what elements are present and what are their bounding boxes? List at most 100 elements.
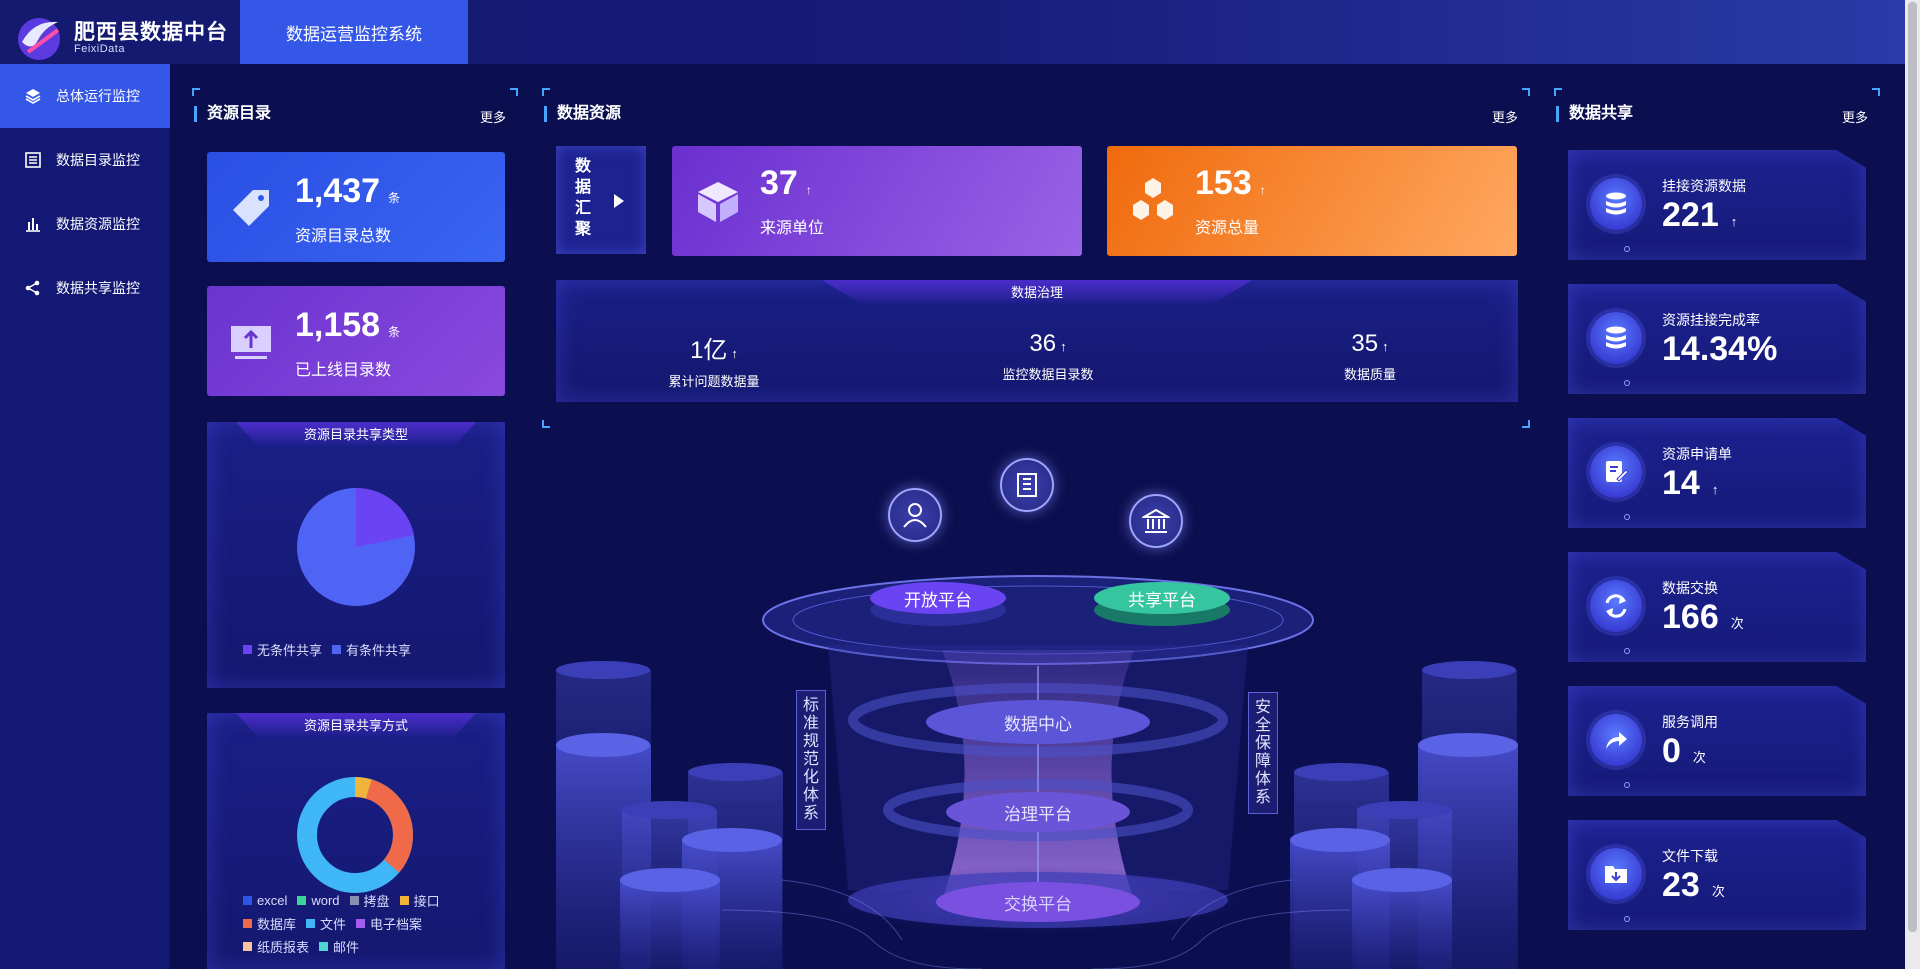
sharing-panel-title: 数据共享 [1556, 106, 1633, 122]
sharing-more-link[interactable]: 更多 [1841, 110, 1868, 125]
brand-title: 肥西县数据中台 [74, 21, 228, 44]
share-card: 文件下载 23 次 [1568, 820, 1866, 930]
share-card: 资源挂接完成率 14.34% [1568, 284, 1866, 394]
corner-decoration [1522, 88, 1530, 96]
share-card-label: 文件下载 [1662, 848, 1718, 864]
share-card-label: 数据交换 [1662, 580, 1718, 596]
database-icon [1590, 178, 1642, 230]
resources-more-link[interactable]: 更多 [1491, 110, 1518, 125]
aggregate-button[interactable]: 数据汇聚 [556, 146, 646, 254]
sidebar-item-label: 总体运行监控 [56, 88, 140, 104]
hexagons-icon [1133, 178, 1173, 220]
share-mode-legend: excel word 拷盘 接口 数据库 文件 电子档案 纸质报表 邮件 [243, 891, 493, 956]
catalog-online-label: 已上线目录数 [295, 362, 392, 379]
database-icon [1590, 312, 1642, 364]
share-type-pie [297, 487, 415, 606]
corner-decoration [510, 88, 518, 96]
governance-metric: 35 ↑ 数据质量 [1343, 330, 1396, 382]
layers-icon [24, 87, 42, 105]
share-type-chart: 资源目录共享类型 无条件共享 有条件共享 [207, 422, 505, 688]
decor-dot [1624, 648, 1630, 654]
forward-icon [1590, 714, 1642, 766]
sidebar-item-resources[interactable]: 数据资源监控 [0, 192, 170, 256]
folder-download-icon [1590, 848, 1642, 900]
legend-item: 纸质报表 [243, 937, 309, 956]
donut-slice-database [297, 777, 413, 893]
catalog-panel: 资源目录 更多 1,437 条 资源目录总数 1,158 条 已上线目录数 资源目录… [192, 88, 518, 969]
open-platform-label: 开放平台 [904, 590, 972, 610]
sidebar-item-label: 数据共享监控 [56, 280, 140, 296]
legend-item: 文件 [306, 914, 346, 933]
catalog-total-value: 1,437 条 [295, 172, 401, 210]
resource-total-card: 153 ↑ 资源总量 [1107, 146, 1517, 256]
legend-item: word [297, 891, 340, 910]
share-platform-label: 共享平台 [1128, 590, 1196, 610]
sidebar-item-label: 数据目录监控 [56, 152, 140, 168]
platform-illustration: 开放平台 共享平台 数据中心 治理平台 交换平台 标准规范化体系 安全保障体系 [542, 440, 1530, 969]
logo-icon [18, 18, 60, 60]
share-icon [24, 279, 42, 297]
decor-dot [1624, 380, 1630, 386]
sidebar-item-overall[interactable]: 总体运行监控 [0, 64, 170, 128]
decor-dot [1624, 514, 1630, 520]
share-card-label: 挂接资源数据 [1662, 178, 1746, 194]
share-card-value: 14 ↑ [1662, 464, 1719, 502]
play-arrow-icon [614, 194, 624, 208]
sidebar-item-sharing[interactable]: 数据共享监控 [0, 256, 170, 320]
share-mode-title: 资源目录共享方式 [236, 713, 476, 739]
bar-chart-icon [24, 215, 42, 233]
tag-icon [233, 190, 269, 226]
corner-decoration [542, 88, 550, 96]
brand-subtitle: FeixiData [74, 43, 125, 55]
corner-decoration [1872, 88, 1880, 96]
corner-decoration [1522, 420, 1530, 428]
legend-item: 拷盘 [349, 891, 390, 910]
governance-platform-label: 治理平台 [1004, 804, 1072, 824]
legend-item: excel [243, 891, 287, 910]
share-type-legend: 无条件共享 有条件共享 [243, 640, 411, 659]
legend-item: 邮件 [319, 937, 359, 956]
building-icon [1000, 458, 1054, 512]
governance-metric: 1亿 ↑ 累计问题数据量 [668, 337, 760, 389]
data-center-label: 数据中心 [1004, 714, 1072, 734]
share-type-title: 资源目录共享类型 [236, 422, 476, 448]
catalog-more-link[interactable]: 更多 [479, 110, 506, 125]
list-icon [24, 151, 42, 169]
standards-system-label: 标准规范化体系 [796, 690, 826, 830]
share-card-label: 资源申请单 [1662, 446, 1732, 462]
sources-value: 37 ↑ [760, 164, 812, 202]
security-system-label: 安全保障体系 [1248, 692, 1278, 814]
share-card-value: 221 ↑ [1662, 196, 1738, 234]
share-card: 资源申请单 14 ↑ [1568, 418, 1866, 528]
pie-slice-unconditional [356, 487, 414, 547]
platform-illustration-art [556, 575, 1518, 969]
vertical-scrollbar[interactable] [1905, 0, 1920, 969]
sharing-panel: 数据共享 更多 [1554, 88, 1880, 969]
share-card-value: 14.34% [1662, 330, 1778, 368]
catalog-online-value: 1,158 条 [295, 306, 401, 344]
share-card: 挂接资源数据 221 ↑ [1568, 150, 1866, 260]
aggregate-label: 数据汇聚 [574, 158, 591, 238]
system-tab-label: 数据运营监控系统 [286, 24, 422, 44]
system-tab[interactable]: 数据运营监控系统 [240, 0, 468, 64]
corner-decoration [1554, 88, 1562, 96]
governance-panel: 数据治理 1亿 ↑ 累计问题数据量 36 ↑ 监控数据目录数 35 ↑ 数据质量 [556, 280, 1518, 402]
user-icon [888, 488, 942, 542]
exchange-platform-label: 交换平台 [1004, 894, 1072, 914]
sources-label: 来源单位 [760, 220, 825, 237]
sidebar-item-label: 数据资源监控 [56, 216, 140, 232]
corner-decoration [192, 88, 200, 96]
resources-panel-title: 数据资源 [544, 106, 621, 122]
scrollbar-thumb[interactable] [1908, 2, 1917, 932]
resources-panel: 数据资源 更多 数据汇聚 37 ↑ 来源单位 153 ↑ 资源总量 数据治理 1亿 ↑… [542, 88, 1530, 428]
legend-item: 有条件共享 [332, 640, 411, 659]
sidebar-item-catalog[interactable]: 数据目录监控 [0, 128, 170, 192]
decor-dot [1624, 916, 1630, 922]
upload-screen-icon [231, 326, 271, 359]
share-mode-chart: 资源目录共享方式 excel word 拷盘 接口 数据库 文件 电子档案 纸质… [207, 713, 505, 969]
sources-card: 37 ↑ 来源单位 [672, 146, 1082, 256]
share-card: 数据交换 166 次 [1568, 552, 1866, 662]
legend-item: 数据库 [243, 914, 296, 933]
